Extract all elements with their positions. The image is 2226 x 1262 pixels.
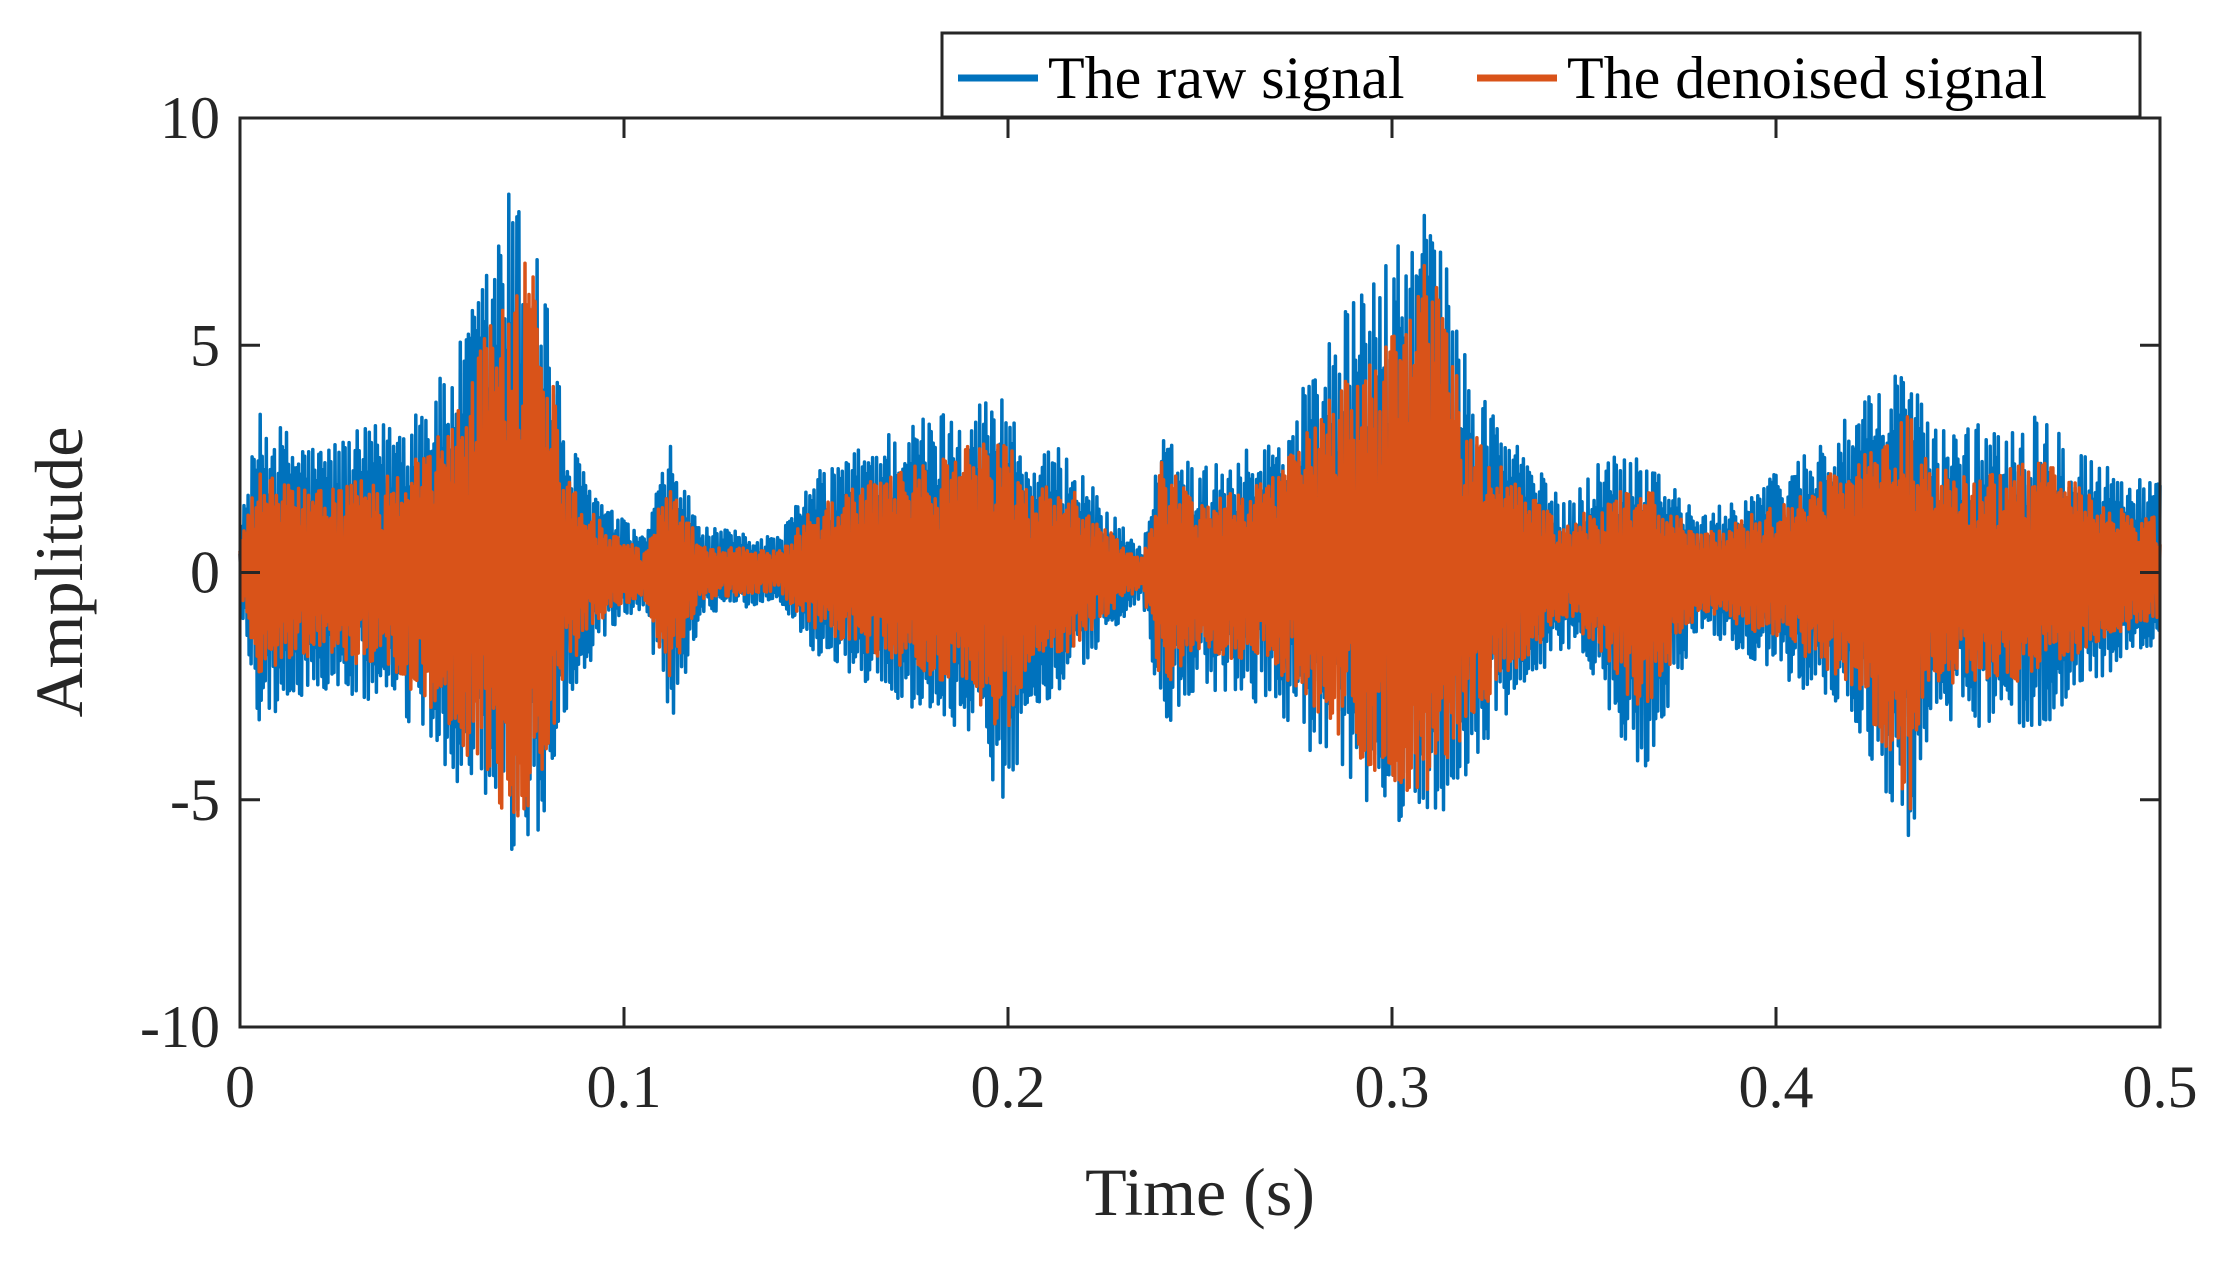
x-tick-label: 0.4 [1739,1054,1814,1120]
legend: The raw signal The denoised signal [940,31,2142,119]
series-layer [238,192,2162,851]
y-tick-label: 10 [160,85,220,151]
axis-ticks: 0 0.1 0.2 0.3 0.4 0.5 -10 -5 0 5 10 [140,85,2197,1120]
legend-label-raw: The raw signal [1048,45,1405,111]
y-tick-label: 5 [190,312,220,378]
x-tick-label: 0.5 [2123,1054,2198,1120]
y-tick-label: 0 [190,540,220,606]
series-line-denoised [238,261,2162,818]
x-tick-label: 0.1 [587,1054,662,1120]
legend-label-denoised: The denoised signal [1567,45,2047,111]
y-tick-label: -5 [170,767,220,833]
x-tick-label: 0 [225,1054,255,1120]
y-tick-label: -10 [140,994,220,1060]
y-axis-title: Amplitude [21,427,97,718]
x-tick-label: 0.3 [1355,1054,1430,1120]
x-tick-label: 0.2 [971,1054,1046,1120]
x-axis-title: Time (s) [1085,1154,1315,1230]
